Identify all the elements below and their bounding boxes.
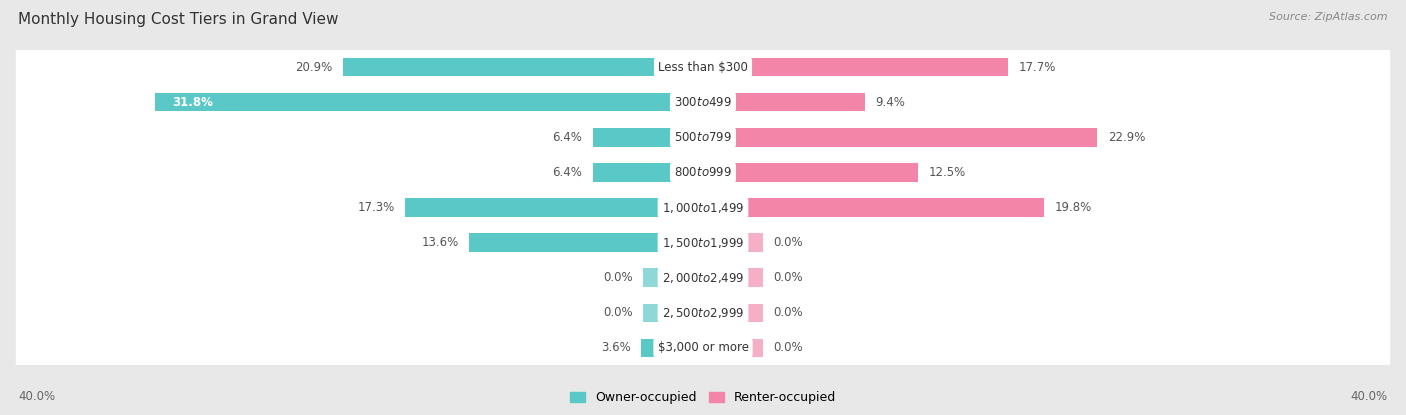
Text: $1,500 to $1,999: $1,500 to $1,999 (662, 236, 744, 249)
Bar (643, 303, 703, 322)
Bar (343, 58, 703, 76)
FancyBboxPatch shape (15, 321, 1391, 374)
Bar (643, 269, 703, 287)
Text: 9.4%: 9.4% (875, 96, 905, 109)
Text: $2,000 to $2,499: $2,000 to $2,499 (662, 271, 744, 285)
Bar (468, 233, 703, 251)
Text: Source: ZipAtlas.com: Source: ZipAtlas.com (1270, 12, 1388, 22)
FancyBboxPatch shape (15, 41, 1391, 94)
Text: 17.7%: 17.7% (1018, 61, 1056, 74)
FancyBboxPatch shape (15, 146, 1391, 199)
FancyBboxPatch shape (15, 111, 1391, 164)
Text: 0.0%: 0.0% (603, 271, 633, 284)
Text: 0.0%: 0.0% (773, 271, 803, 284)
Text: 6.4%: 6.4% (553, 131, 582, 144)
Text: $500 to $799: $500 to $799 (673, 131, 733, 144)
Text: $1,000 to $1,499: $1,000 to $1,499 (662, 200, 744, 215)
Text: Monthly Housing Cost Tiers in Grand View: Monthly Housing Cost Tiers in Grand View (18, 12, 339, 27)
Bar (641, 339, 703, 357)
Legend: Owner-occupied, Renter-occupied: Owner-occupied, Renter-occupied (565, 386, 841, 410)
Text: 40.0%: 40.0% (1351, 390, 1388, 403)
Text: 0.0%: 0.0% (773, 341, 803, 354)
Bar (593, 128, 703, 146)
Text: $3,000 or more: $3,000 or more (658, 341, 748, 354)
Text: 0.0%: 0.0% (773, 236, 803, 249)
Text: 3.6%: 3.6% (600, 341, 631, 354)
Text: 20.9%: 20.9% (295, 61, 333, 74)
Text: $300 to $499: $300 to $499 (673, 96, 733, 109)
Bar (593, 164, 703, 182)
Text: 40.0%: 40.0% (18, 390, 55, 403)
FancyBboxPatch shape (15, 216, 1391, 269)
FancyBboxPatch shape (15, 251, 1391, 304)
Bar (155, 93, 703, 112)
Text: 31.8%: 31.8% (173, 96, 214, 109)
Text: 12.5%: 12.5% (928, 166, 966, 179)
Text: 22.9%: 22.9% (1108, 131, 1144, 144)
Text: $2,500 to $2,999: $2,500 to $2,999 (662, 305, 744, 320)
Text: 0.0%: 0.0% (603, 306, 633, 319)
Text: $800 to $999: $800 to $999 (673, 166, 733, 179)
FancyBboxPatch shape (15, 181, 1391, 234)
Text: Less than $300: Less than $300 (658, 61, 748, 74)
FancyBboxPatch shape (15, 76, 1391, 129)
Bar (703, 339, 763, 357)
Bar (703, 93, 865, 112)
Bar (703, 303, 763, 322)
Bar (703, 233, 763, 251)
Text: 19.8%: 19.8% (1054, 201, 1091, 214)
Text: 0.0%: 0.0% (773, 306, 803, 319)
Bar (405, 198, 703, 217)
Text: 13.6%: 13.6% (422, 236, 458, 249)
Bar (703, 198, 1045, 217)
Bar (703, 128, 1098, 146)
Text: 6.4%: 6.4% (553, 166, 582, 179)
Bar (703, 164, 918, 182)
Bar (703, 58, 1008, 76)
FancyBboxPatch shape (15, 286, 1391, 339)
Text: 17.3%: 17.3% (357, 201, 395, 214)
Bar (703, 269, 763, 287)
